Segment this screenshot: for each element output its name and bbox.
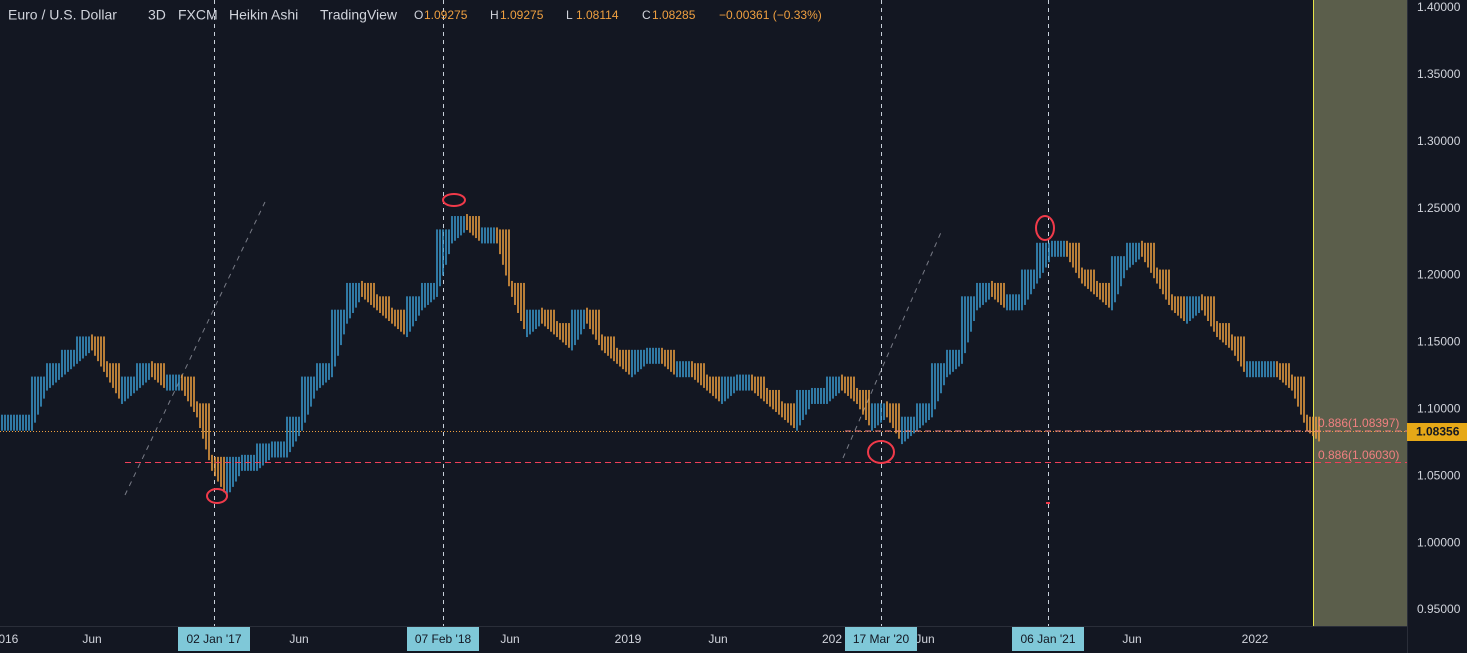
x-tick-label: Jun	[82, 632, 101, 646]
platform: TradingView	[320, 7, 398, 23]
x-tick-label: 202	[822, 632, 842, 646]
y-tick-label: 0.95000	[1417, 602, 1461, 616]
ohlc-value: 1.09275	[500, 8, 544, 22]
ohlc-value: 1.09275	[424, 8, 468, 22]
marker-tag	[407, 627, 479, 651]
trend-lines	[124, 201, 943, 496]
x-tick-label: 2022	[1242, 632, 1269, 646]
x-tick-label: Jun	[500, 632, 519, 646]
circle-annotation	[1035, 215, 1055, 241]
price-bars	[1, 214, 1320, 498]
header: Euro / U.S. Dollar 3D FXCM Heikin Ashi T…	[8, 7, 822, 23]
ohlc-value: 1.08114	[576, 8, 619, 22]
future-zone	[1313, 0, 1407, 626]
x-tick-label: Jun	[1122, 632, 1141, 646]
x-tick-label: 2019	[615, 632, 642, 646]
x-tick-label: 2016	[0, 632, 19, 646]
price-tag	[1407, 423, 1467, 441]
marker-tag	[1012, 627, 1084, 651]
change: −0.00361 (−0.33%)	[719, 8, 822, 22]
x-tick-label: Jun	[289, 632, 308, 646]
ohlc-key: C	[642, 8, 651, 22]
y-tick-label: 1.30000	[1417, 134, 1461, 148]
fib-label: 0.886(1.06030)	[1318, 448, 1399, 462]
marker-label: 07 Feb '18	[415, 632, 472, 646]
y-tick-label: 1.20000	[1417, 268, 1461, 282]
y-tick-label: 1.05000	[1417, 468, 1461, 482]
y-tick-label: 1.25000	[1417, 201, 1461, 215]
source: FXCM	[178, 7, 218, 23]
marker-label: 02 Jan '17	[186, 632, 241, 646]
ohlc-value: 1.08285	[652, 8, 696, 22]
annotations	[206, 193, 1055, 504]
marker-label: 06 Jan '21	[1020, 632, 1075, 646]
y-tick-label: 1.10000	[1417, 402, 1461, 416]
y-tick-label: 1.40000	[1417, 0, 1461, 14]
marker-tag	[845, 627, 917, 651]
y-tick-label: 1.00000	[1417, 535, 1461, 549]
marker-tag	[178, 627, 250, 651]
ohlc-key: H	[490, 8, 499, 22]
fib-label: 0.886(1.08397)	[1318, 416, 1399, 430]
ohlc-key: O	[414, 8, 423, 22]
ohlc-key: L	[566, 8, 573, 22]
circle-annotation	[206, 488, 228, 504]
x-tick-label: Jun	[708, 632, 727, 646]
trend-line	[124, 201, 266, 496]
trend-line	[842, 229, 943, 459]
interval: 3D	[148, 7, 166, 23]
circle-annotation	[442, 193, 466, 207]
x-tick-label: Jun	[915, 632, 934, 646]
symbol: Euro / U.S. Dollar	[8, 7, 117, 23]
price-tag-label: 1.08356	[1416, 425, 1460, 439]
circle-annotation	[867, 440, 895, 464]
y-tick-label: 1.35000	[1417, 67, 1461, 81]
y-tick-label: 1.15000	[1417, 335, 1461, 349]
style: Heikin Ashi	[229, 7, 298, 23]
marker-lines	[214, 0, 1049, 626]
marker-label: 17 Mar '20	[853, 632, 910, 646]
